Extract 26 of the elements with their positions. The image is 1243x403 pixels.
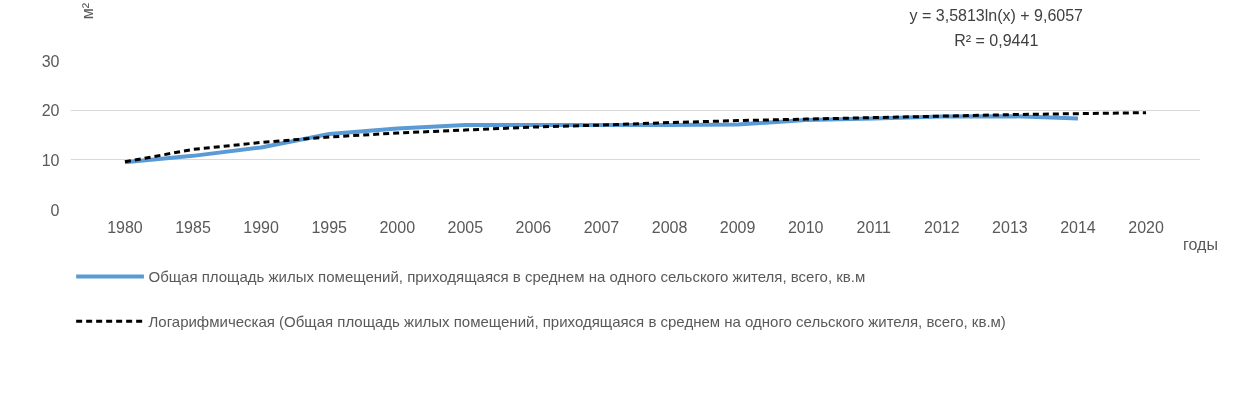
x-tick-label: 2013 bbox=[992, 218, 1028, 236]
x-tick-label: 1990 bbox=[243, 218, 279, 236]
x-axis-title: годы bbox=[1183, 235, 1218, 253]
x-tick-label: 2020 bbox=[1128, 218, 1164, 236]
x-tick-label: 2005 bbox=[447, 218, 484, 236]
x-tick-label: 2011 bbox=[856, 218, 892, 236]
text: y = 3,5813ln(x) + 9,6057 bbox=[909, 7, 1084, 24]
x-tick-label: 2008 bbox=[651, 218, 688, 236]
x-tick-label: 2006 bbox=[515, 218, 552, 236]
y-tick-label: 20 bbox=[41, 102, 60, 120]
y-axis-title: м² bbox=[79, 2, 97, 20]
text: R² = 0,9441 bbox=[954, 32, 1039, 49]
y-tick-label: 30 bbox=[41, 52, 60, 70]
x-tick-label: 1980 bbox=[107, 218, 143, 236]
x-tick-label: 2009 bbox=[719, 218, 756, 236]
y-tick-label: 0 bbox=[50, 201, 60, 219]
x-tick-label: 2012 bbox=[924, 218, 960, 236]
x-tick-label: 2010 bbox=[787, 218, 824, 236]
y-tick-label: 10 bbox=[41, 151, 60, 169]
x-tick-label: 1985 bbox=[175, 218, 211, 236]
x-tick-label: 1995 bbox=[311, 218, 348, 236]
x-tick-label: 2000 bbox=[379, 218, 416, 236]
x-tick-label: 2014 bbox=[1060, 218, 1096, 236]
legend-label: Общая площадь жилых помещений, приходящаяся в среднем на одного сельского жителя, всего, кв.м bbox=[148, 268, 866, 285]
x-tick-label: 2007 bbox=[583, 218, 620, 236]
legend-label: Логарифмическая (Общая площадь жилых помещений, приходящаяся в среднем на одного сельского жителя, всего, кв.м) bbox=[148, 312, 1006, 330]
